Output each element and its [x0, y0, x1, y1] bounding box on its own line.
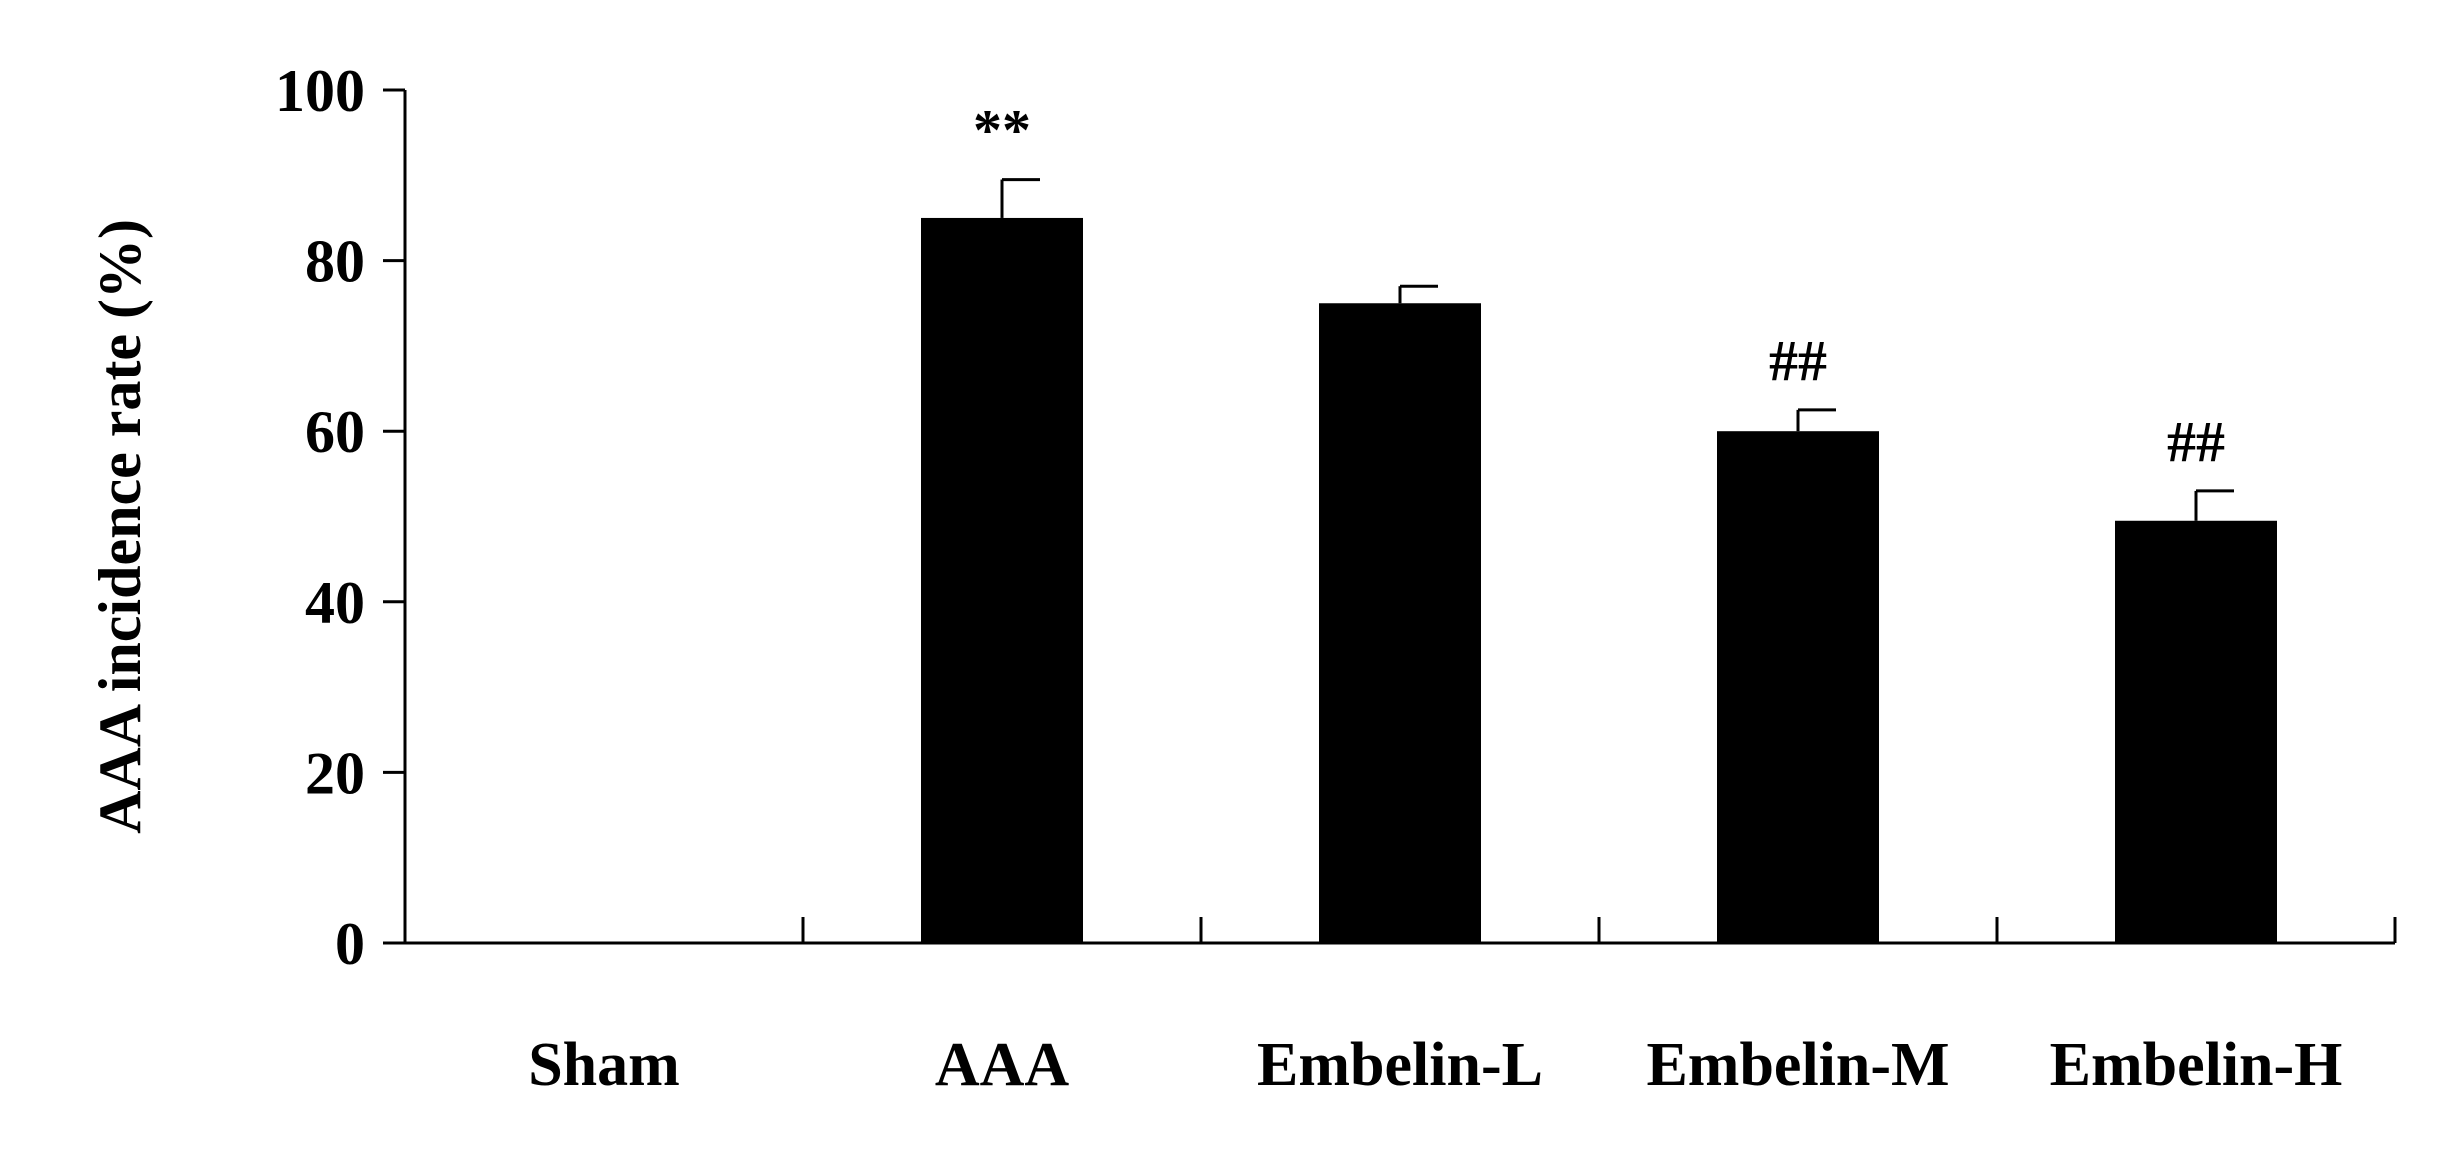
significance-label: ** [973, 98, 1031, 163]
bars [921, 217, 2277, 943]
y-tick-label: 80 [305, 229, 365, 295]
y-tick-label: 20 [305, 740, 365, 806]
category-label: AAA [935, 1031, 1070, 1099]
bar [1717, 431, 1879, 943]
category-label: Sham [528, 1031, 680, 1099]
error-bars [1000, 178, 2234, 521]
bar [921, 217, 1083, 943]
significance-label: ## [1769, 328, 1827, 393]
category-label: Embelin-M [1646, 1031, 1949, 1099]
y-tick-label: 60 [305, 399, 365, 465]
annotations: ** ## ## [973, 98, 2225, 474]
y-tick-label: 40 [305, 570, 365, 636]
category-label: Embelin-H [2050, 1031, 2343, 1099]
bar [2115, 520, 2277, 943]
y-tick-label: 0 [335, 911, 365, 977]
x-axis-ticks [801, 917, 2397, 943]
category-labels: Sham AAA Embelin-L Embelin-M Embelin-H [528, 1031, 2342, 1099]
significance-label: ## [2167, 409, 2225, 474]
y-axis-label: AAA incidence rate (%) [87, 219, 153, 834]
category-label: Embelin-L [1257, 1031, 1543, 1099]
bar [1319, 303, 1481, 943]
y-axis-ticks: 0 20 40 60 80 100 [275, 58, 405, 977]
y-tick-label: 100 [275, 58, 365, 124]
